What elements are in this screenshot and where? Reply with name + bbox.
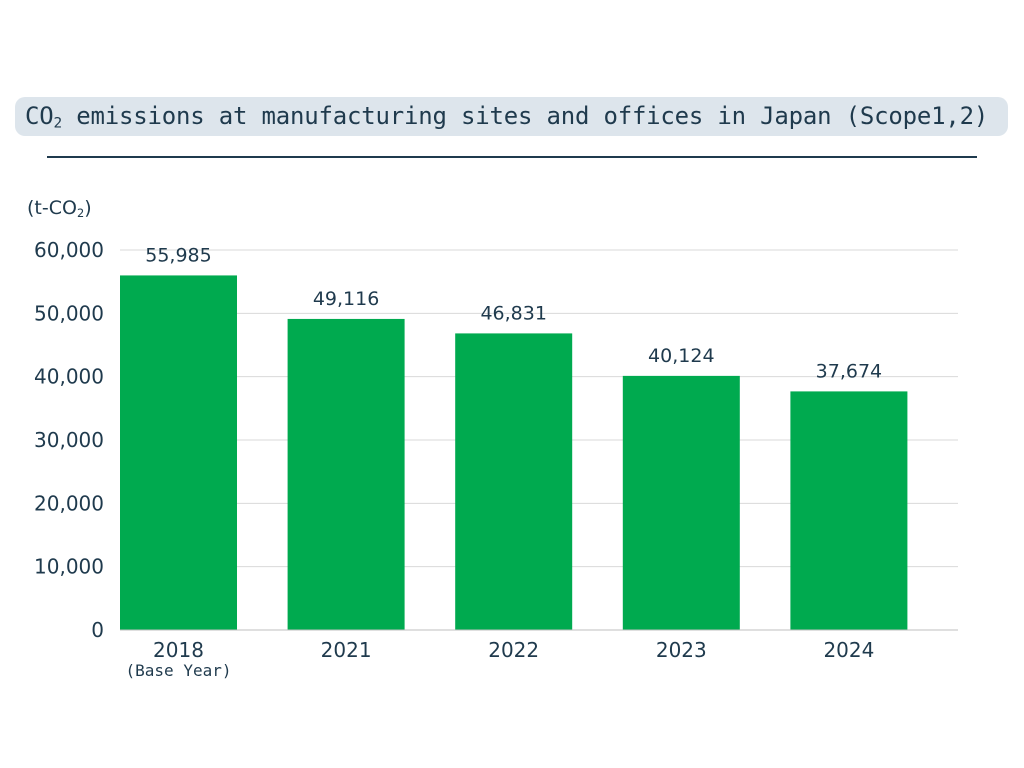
y-axis-unit-label: (t-CO2) bbox=[27, 197, 92, 220]
bar-2024 bbox=[790, 391, 908, 630]
y-tick-label: 40,000 bbox=[34, 365, 104, 389]
y-tick-label: 10,000 bbox=[34, 555, 104, 579]
labels: 0 10,000 20,000 30,000 40,000 50,000 60,000 55,… bbox=[34, 238, 882, 680]
bar-2018 bbox=[120, 275, 237, 630]
y-tick-label: 0 bbox=[91, 618, 104, 642]
chart-title-bar: CO2 emissions at manufacturing sites and… bbox=[15, 97, 1008, 136]
unit-suffix: ) bbox=[84, 197, 92, 219]
y-tick-label: 30,000 bbox=[34, 428, 104, 452]
data-label: 55,985 bbox=[145, 244, 211, 266]
chart-title-suffix: emissions at manufacturing sites and off… bbox=[61, 101, 989, 130]
x-tick-label: 2023 bbox=[656, 638, 707, 662]
chart-title: CO2 emissions at manufacturing sites and… bbox=[25, 102, 988, 132]
y-tick-label: 20,000 bbox=[34, 491, 104, 515]
bar-2021 bbox=[287, 318, 405, 630]
unit-subscript: 2 bbox=[76, 205, 85, 220]
title-divider bbox=[47, 156, 977, 158]
data-label: 46,831 bbox=[480, 302, 546, 324]
chart-title-subscript: 2 bbox=[53, 115, 63, 132]
x-tick-label: 2022 bbox=[488, 638, 539, 662]
chart-title-prefix: CO bbox=[25, 101, 54, 130]
bars bbox=[120, 275, 908, 630]
x-tick-label: 2021 bbox=[321, 638, 372, 662]
data-label: 37,674 bbox=[816, 360, 882, 382]
unit-prefix: (t-CO bbox=[27, 197, 77, 219]
bar-2023 bbox=[622, 375, 740, 630]
x-tick-label: 2018 bbox=[153, 638, 204, 662]
bar-2022 bbox=[455, 333, 573, 630]
x-tick-note: (Base Year) bbox=[126, 661, 232, 680]
y-tick-label: 50,000 bbox=[34, 301, 104, 325]
data-label: 40,124 bbox=[648, 345, 714, 367]
data-label: 49,116 bbox=[313, 288, 379, 310]
x-tick-label: 2024 bbox=[823, 638, 874, 662]
y-tick-label: 60,000 bbox=[34, 238, 104, 262]
